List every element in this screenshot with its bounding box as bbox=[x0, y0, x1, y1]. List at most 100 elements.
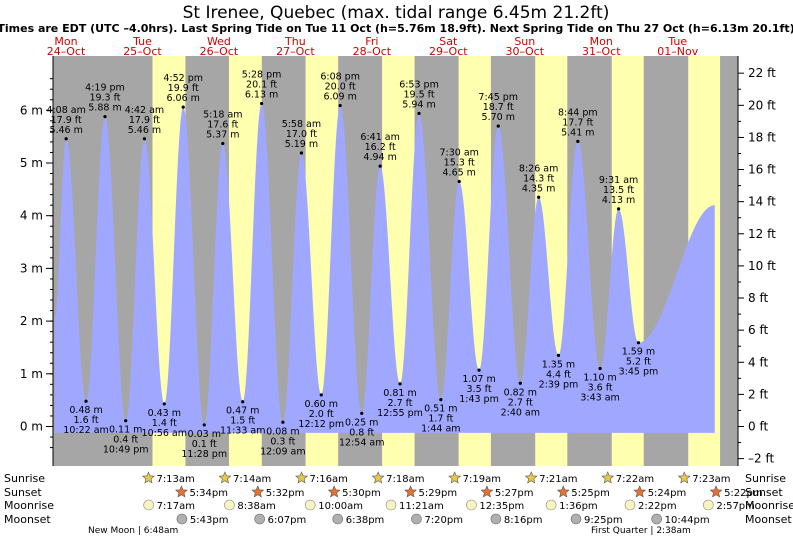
tide-time-label: 10:49 pm bbox=[103, 445, 149, 456]
y-tick-label-m: 4 m bbox=[20, 209, 43, 223]
day-name: Wed bbox=[207, 35, 231, 48]
tide-height-ft-label: 1.4 ft bbox=[152, 418, 177, 429]
tide-extreme-dot bbox=[417, 111, 421, 116]
tide-extreme-dot bbox=[221, 141, 225, 146]
moonrise-time: 12:35pm bbox=[479, 501, 524, 512]
sunset-star-icon bbox=[174, 485, 188, 498]
day-date: 28–Oct bbox=[353, 45, 392, 58]
tide-extreme-dot bbox=[142, 137, 147, 141]
sunrise-time: 7:19am bbox=[463, 474, 501, 485]
tide-height-ft-label: 3.5 ft bbox=[467, 384, 492, 395]
sunrise-star-icon bbox=[601, 471, 615, 484]
y-tick-label-ft: 14 ft bbox=[748, 195, 776, 209]
moonrise-time: 10:00am bbox=[318, 501, 363, 512]
tide-time-label: 12:54 am bbox=[339, 437, 384, 448]
row-label-left-sunset: Sunset bbox=[4, 486, 42, 499]
sunrise-time: 7:23am bbox=[692, 474, 730, 485]
tide-height-m-label: 5.46 m bbox=[49, 125, 82, 136]
moonrise-time: 11:21am bbox=[399, 501, 444, 512]
sunset-star-icon bbox=[404, 485, 418, 498]
day-name: Mon bbox=[590, 35, 613, 48]
tide-extreme-dot bbox=[378, 164, 382, 168]
sunset-time: 5:24pm bbox=[648, 488, 687, 499]
sunrise-star-icon bbox=[218, 471, 232, 484]
tide-time-label: 12:12 pm bbox=[298, 419, 344, 430]
sunrise-star-icon bbox=[371, 471, 385, 484]
moonrise-icon bbox=[624, 499, 636, 511]
tide-height-m-label: 0.60 m bbox=[305, 399, 338, 410]
moonrise-icon bbox=[304, 499, 316, 511]
sunrise-time: 7:13am bbox=[156, 474, 194, 485]
day-name: Sat bbox=[439, 35, 458, 48]
tide-extreme-dot bbox=[202, 423, 206, 427]
moonset-icon bbox=[332, 513, 344, 525]
tide-extreme-dot bbox=[360, 411, 364, 415]
y-tick-label-m: 6 m bbox=[20, 103, 43, 117]
tide-time-label: 4:19 pm bbox=[85, 83, 125, 94]
tide-extreme-dot bbox=[103, 115, 107, 119]
sunset-time: 5:30pm bbox=[342, 488, 381, 499]
tide-time-label: 10:56 am bbox=[142, 428, 187, 439]
tide-curve bbox=[54, 103, 715, 433]
tide-extreme-dot bbox=[439, 398, 443, 402]
tide-height-ft-label: 3.6 ft bbox=[588, 383, 613, 394]
tide-time-label: 12:55 pm bbox=[377, 408, 423, 419]
day-date: 29–Oct bbox=[429, 45, 468, 58]
tide-extreme-dot bbox=[319, 393, 323, 397]
tide-time-label: 7:45 pm bbox=[478, 92, 518, 103]
day-name: Tue bbox=[132, 35, 152, 48]
y-tick-label-ft: 2 ft bbox=[748, 387, 768, 401]
tide-extreme-dot bbox=[556, 353, 561, 357]
day-date: 31–Oct bbox=[582, 45, 621, 58]
day-date: 27–Oct bbox=[276, 45, 315, 58]
moonrise-time: 1:36pm bbox=[559, 501, 598, 512]
tide-height-ft-label: 19.9 ft bbox=[168, 83, 199, 94]
tide-height-ft-label: 1.6 ft bbox=[74, 415, 99, 426]
tide-height-m-label: 5.70 m bbox=[482, 112, 515, 123]
tide-height-m-label: 1.59 m bbox=[622, 347, 655, 358]
tide-height-ft-label: 2.0 ft bbox=[309, 409, 334, 420]
tide-time-label: 6:08 pm bbox=[320, 72, 360, 83]
tide-time-label: 1:43 pm bbox=[459, 394, 499, 405]
moonrise-time: 8:38am bbox=[237, 501, 275, 512]
tide-height-m-label: 6.09 m bbox=[323, 92, 356, 103]
sunset-time: 5:25pm bbox=[571, 488, 610, 499]
tide-height-ft-label: 19.3 ft bbox=[89, 93, 120, 104]
y-tick-label-m: 5 m bbox=[20, 156, 43, 170]
axes: 0 m 1 m 2 m 3 m 4 m 5 m 6 m –2 ft 0 ft 2 ft 4 ft 6 … bbox=[20, 56, 776, 466]
moonrise-time: 7:17am bbox=[157, 501, 195, 512]
tide-extreme-dot bbox=[616, 207, 621, 211]
tide-height-ft-label: 5.2 ft bbox=[626, 357, 651, 368]
sunrise-star-icon bbox=[295, 471, 309, 484]
day-date: 26–Oct bbox=[200, 45, 239, 58]
tide-time-label: 5:18 am bbox=[203, 110, 242, 121]
day-name: Fri bbox=[365, 35, 378, 48]
tide-height-m-label: 0.51 m bbox=[424, 404, 457, 415]
moonset-time: 9:25pm bbox=[584, 515, 623, 526]
tide-extreme-dot bbox=[241, 400, 245, 404]
tide-time-label: 2:39 pm bbox=[539, 379, 579, 390]
tide-extreme-dot bbox=[537, 195, 541, 199]
tide-extreme-dot bbox=[338, 103, 342, 108]
sunset-time: 5:29pm bbox=[419, 488, 458, 499]
sunset-time: 5:32pm bbox=[266, 488, 305, 499]
tide-extreme-dot bbox=[518, 381, 522, 385]
y-tick-label-ft: 22 ft bbox=[748, 66, 776, 80]
y-tick-label-ft: –2 ft bbox=[748, 452, 774, 466]
y-tick-label-ft: 10 ft bbox=[748, 259, 776, 273]
tide-extreme-dot bbox=[281, 420, 285, 424]
moonrise-icon bbox=[466, 499, 477, 511]
tide-height-ft-label: 17.9 ft bbox=[129, 115, 160, 126]
moonrise-icon bbox=[545, 499, 557, 511]
tide-height-ft-label: 17.7 ft bbox=[562, 117, 593, 128]
tide-extreme-dot bbox=[398, 382, 402, 386]
tide-time-label: 3:43 am bbox=[580, 393, 619, 404]
tide-height-m-label: 5.41 m bbox=[561, 127, 594, 138]
moonset-icon bbox=[254, 513, 265, 525]
tide-time-label: 1:44 am bbox=[421, 424, 460, 435]
moonset-time: 10:44pm bbox=[665, 515, 710, 526]
tide-height-m-label: 4.35 m bbox=[522, 183, 555, 194]
moonset-time: 6:38pm bbox=[346, 515, 385, 526]
